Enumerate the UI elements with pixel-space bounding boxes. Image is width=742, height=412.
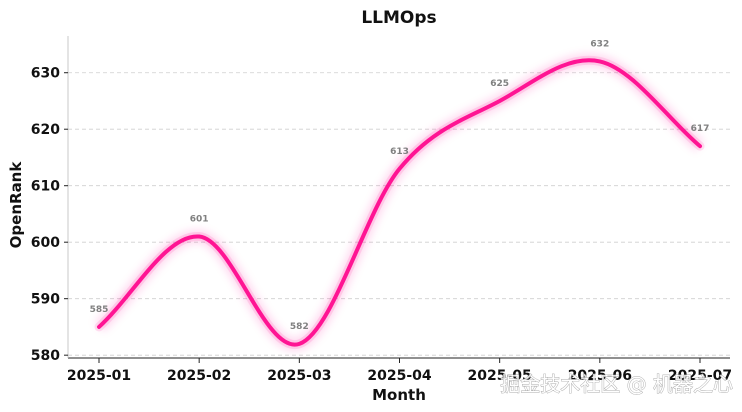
series-halo: [94, 55, 705, 349]
x-ticks: 2025-01 2025-02 2025-03 2025-04 2025-05 2025-…: [67, 358, 732, 384]
x-tick-label: 2025-01: [67, 368, 131, 384]
y-tick-label: 590: [31, 292, 60, 308]
data-point: [398, 167, 401, 170]
watermark: 掘金技术社区 @ 机器之心: [500, 372, 733, 396]
data-labels: 585 601 582 613 625 632 617: [90, 39, 710, 331]
x-axis-label: Month: [372, 386, 426, 404]
y-tick-label: 600: [31, 235, 60, 251]
data-label: 625: [490, 79, 509, 89]
y-tick-label: 610: [31, 179, 60, 195]
data-point: [698, 144, 702, 148]
x-tick-label: 2025-06: [568, 368, 632, 384]
data-point: [298, 342, 301, 346]
x-tick-label: 2025-05: [468, 368, 532, 384]
y-tick-label: 630: [31, 66, 60, 82]
chart-title: LLMOps: [361, 8, 436, 28]
y-axis-label: OpenRank: [7, 161, 25, 249]
series-openrank: [94, 53, 705, 352]
data-label: 632: [590, 39, 609, 49]
data-point: [498, 99, 501, 103]
data-label: 601: [190, 215, 209, 225]
data-point: [97, 325, 101, 329]
data-label: 617: [691, 124, 710, 134]
x-tick-label: 2025-03: [267, 368, 331, 384]
x-tick-label: 2025-04: [367, 368, 432, 384]
data-label: 582: [290, 322, 309, 332]
series-line: [97, 58, 702, 347]
data-point: [598, 60, 602, 63]
y-tick-label: 580: [31, 348, 60, 364]
data-label: 585: [90, 305, 109, 315]
x-tick-label: 2025-02: [167, 368, 231, 384]
data-label: 613: [390, 147, 409, 157]
grid: [68, 72, 730, 356]
data-point: [197, 235, 201, 238]
series-glow: [94, 53, 705, 352]
x-tick-label: 2025-07: [668, 368, 732, 384]
y-ticks: 580 590 600 610 620 630: [31, 66, 68, 364]
y-tick-label: 620: [31, 122, 60, 138]
